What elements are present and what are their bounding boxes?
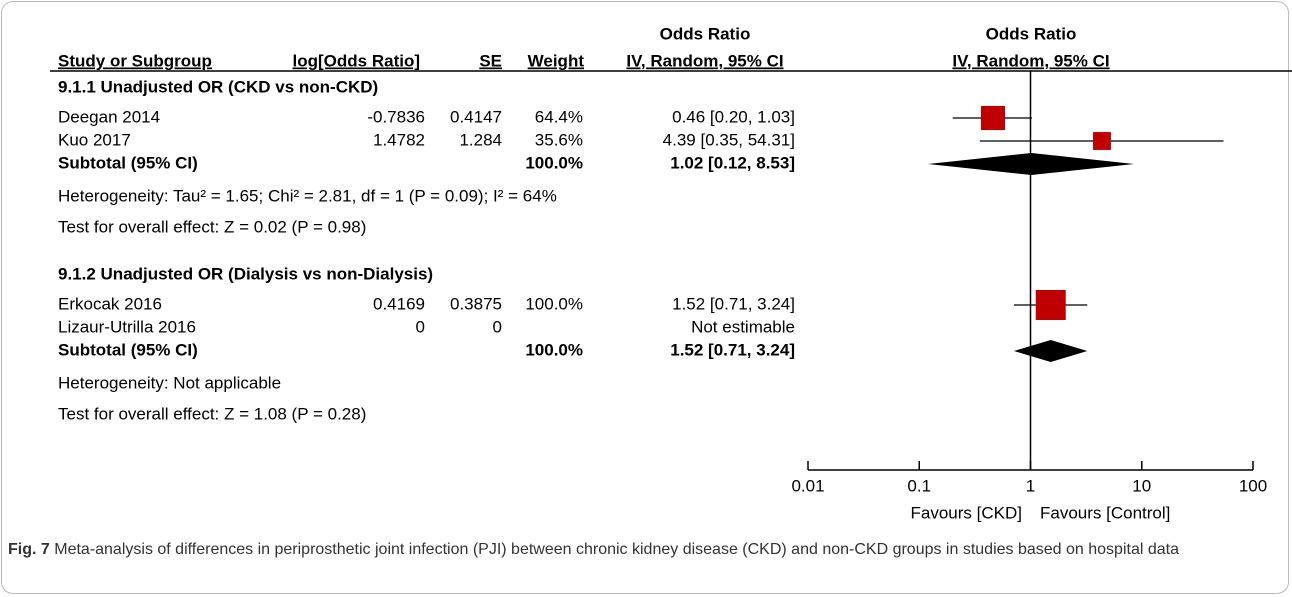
favours-label: Favours [CKD]	[911, 503, 1022, 522]
cell: 1.02 [0.12, 8.53]	[670, 153, 795, 172]
cell: 0.4169	[373, 294, 425, 313]
cell: -0.7836	[367, 107, 425, 126]
cell: 1.52 [0.71, 3.24]	[670, 340, 795, 359]
group-title: 9.1.1 Unadjusted OR (CKD vs non-CKD)	[58, 77, 378, 96]
cell: 1.52 [0.71, 3.24]	[672, 294, 795, 313]
column-group-header: Odds Ratio	[660, 24, 751, 43]
x-tick-label: 10	[1132, 476, 1151, 495]
x-tick-label: 1	[1026, 476, 1035, 495]
subtotal-diamond	[1013, 340, 1088, 362]
overall-effect: Test for overall effect: Z = 1.08 (P = 0…	[58, 404, 366, 423]
caption-text: Meta-analysis of differences in peripros…	[54, 541, 1179, 558]
cell: 0.46 [0.20, 1.03]	[672, 107, 795, 126]
x-tick-label: 100	[1239, 476, 1267, 495]
plot-header: IV, Random, 95% CI	[952, 51, 1109, 70]
cell: 0	[416, 317, 425, 336]
cell: 1.4782	[373, 130, 425, 149]
study-marker	[1035, 290, 1066, 320]
column-header: log[Odds Ratio]	[293, 51, 420, 70]
heterogeneity: Heterogeneity: Not applicable	[58, 373, 281, 392]
cell: 4.39 [0.35, 54.31]	[663, 130, 795, 149]
caption: Fig. 7 Meta-analysis of differences in p…	[8, 537, 1278, 562]
favours-label: Favours [Control]	[1040, 503, 1170, 522]
cell: 100.0%	[525, 153, 583, 172]
cell: Not estimable	[691, 317, 795, 336]
column-header: SE	[479, 51, 502, 70]
x-tick-label: 0.1	[907, 476, 931, 495]
overall-effect: Test for overall effect: Z = 0.02 (P = 0…	[58, 217, 366, 236]
study-name: Deegan 2014	[58, 107, 160, 126]
subtotal-name: Subtotal (95% CI)	[58, 153, 198, 172]
column-header: Study or Subgroup	[58, 51, 212, 70]
subtotal-name: Subtotal (95% CI)	[58, 340, 198, 359]
x-tick-label: 0.01	[791, 476, 824, 495]
cell: 0.3875	[450, 294, 502, 313]
study-name: Kuo 2017	[58, 130, 131, 149]
study-name: Lizaur-Utrilla 2016	[58, 317, 196, 336]
plot-header: Odds Ratio	[986, 24, 1077, 43]
cell: 0	[493, 317, 502, 336]
heterogeneity: Heterogeneity: Tau² = 1.65; Chi² = 2.81,…	[58, 186, 557, 205]
study-name: Erkocak 2016	[58, 294, 162, 313]
cell: 1.284	[459, 130, 502, 149]
chart: Odds Ratio Study or Subgroup log[Odds Ra…	[50, 24, 1292, 522]
caption-label: Fig. 7	[8, 541, 50, 558]
study-marker	[1093, 132, 1111, 150]
column-header: Weight	[528, 51, 585, 70]
column-header: IV, Random, 95% CI	[626, 51, 783, 70]
group-title: 9.1.2 Unadjusted OR (Dialysis vs non-Dia…	[58, 264, 433, 283]
subtotal-diamond	[928, 153, 1135, 175]
study-marker	[980, 105, 1006, 131]
cell: 100.0%	[525, 294, 583, 313]
cell: 100.0%	[525, 340, 583, 359]
cell: 64.4%	[535, 107, 583, 126]
cell: 35.6%	[535, 130, 583, 149]
cell: 0.4147	[450, 107, 502, 126]
